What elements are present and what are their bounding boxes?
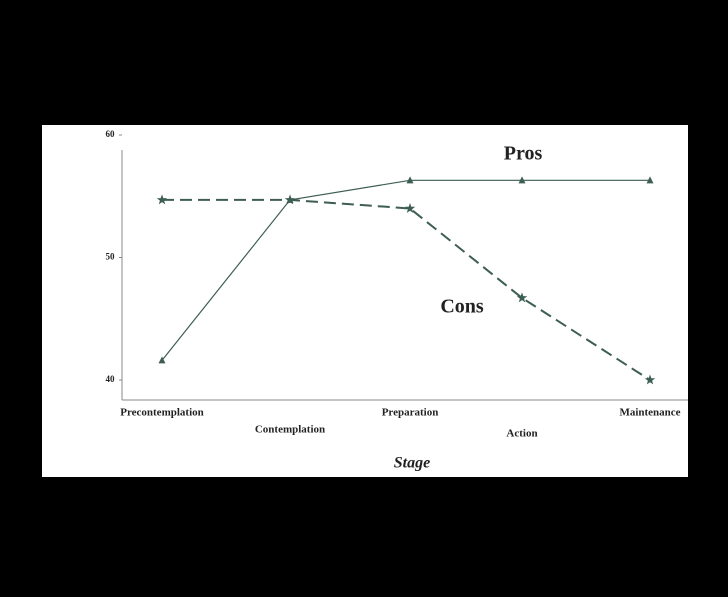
- triangle-marker: [158, 356, 166, 364]
- star-marker: [156, 194, 168, 205]
- x-tick-label: Maintenance: [619, 407, 680, 419]
- star-marker: [404, 203, 416, 213]
- y-tick-label: 60: [106, 129, 116, 139]
- triangle-marker: [646, 176, 654, 184]
- triangle-marker: [406, 176, 414, 184]
- star-marker: [516, 292, 528, 303]
- series-label: Cons: [440, 296, 484, 318]
- series-label: Pros: [504, 143, 543, 165]
- x-tick-label: Contemplation: [255, 424, 325, 436]
- star-marker: [644, 374, 656, 385]
- series-line: [162, 198, 651, 381]
- plot-panel: [42, 125, 688, 477]
- y-tick-label: 40: [106, 374, 116, 384]
- x-axis-title: Stage: [394, 455, 430, 472]
- x-tick-label: Action: [506, 428, 537, 440]
- y-tick-label: 50: [106, 252, 116, 262]
- star-marker: [284, 194, 296, 205]
- x-tick-label: Precontemplation: [120, 407, 204, 419]
- x-tick-label: Preparation: [382, 407, 439, 419]
- triangle-marker: [518, 176, 526, 184]
